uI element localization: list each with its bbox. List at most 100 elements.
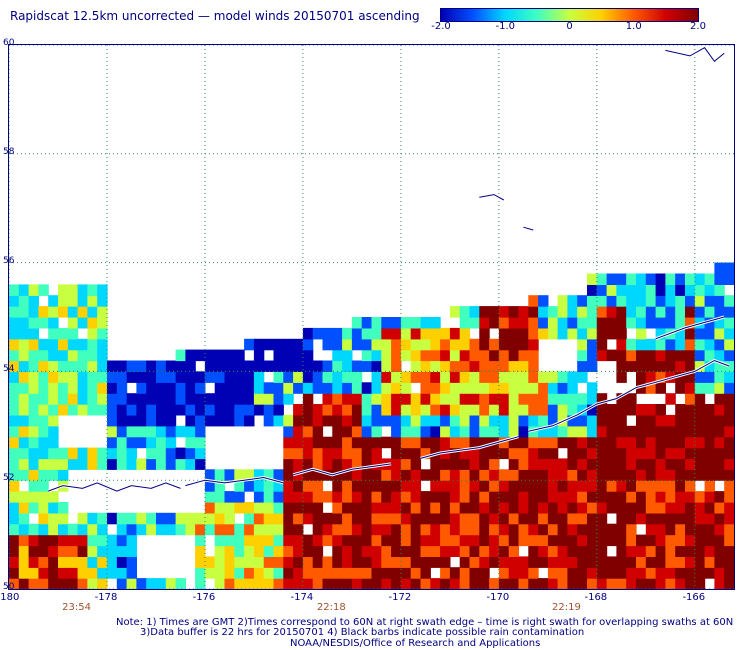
wind-difference-cell <box>557 469 568 481</box>
wind-difference-cell <box>587 382 598 394</box>
wind-difference-cell <box>694 502 706 514</box>
wind-difference-cell <box>626 458 637 470</box>
wind-difference-cell <box>596 425 608 438</box>
wind-difference-cell <box>538 327 549 340</box>
wind-difference-cell <box>185 436 196 449</box>
wind-difference-cell <box>204 480 216 492</box>
wind-difference-cell <box>685 349 696 362</box>
wind-difference-cell <box>38 447 49 460</box>
wind-difference-cell <box>626 567 637 579</box>
wind-difference-cell <box>77 545 88 557</box>
wind-difference-cell <box>67 458 79 470</box>
wind-difference-cell <box>606 502 617 514</box>
wind-difference-cell <box>97 327 108 340</box>
wind-difference-cell <box>77 382 88 394</box>
wind-difference-cell <box>714 360 725 372</box>
wind-difference-cell <box>28 480 39 492</box>
wind-difference-cell <box>420 414 431 427</box>
wind-difference-cell <box>596 327 608 340</box>
wind-difference-cell <box>449 393 461 405</box>
wind-difference-cell <box>107 382 118 394</box>
wind-difference-cell <box>302 578 314 589</box>
wind-difference-cell <box>400 545 412 557</box>
wind-difference-cell <box>479 425 490 438</box>
wind-difference-cell <box>626 447 637 460</box>
wind-difference-cell <box>322 360 333 372</box>
wind-difference-cell <box>508 534 520 547</box>
wind-difference-cell <box>440 327 451 340</box>
wind-difference-cell <box>587 273 598 285</box>
wind-difference-cell <box>430 491 441 503</box>
wind-difference-cell <box>547 447 559 460</box>
wind-difference-cell <box>675 295 686 307</box>
wind-difference-cell <box>273 349 284 362</box>
wind-difference-cell <box>38 502 49 514</box>
wind-difference-cell <box>253 534 265 547</box>
wind-difference-cell <box>685 295 696 307</box>
wind-difference-cell <box>312 534 324 547</box>
wind-difference-cell <box>116 545 128 557</box>
wind-difference-cell <box>675 414 686 427</box>
wind-difference-cell <box>293 360 304 372</box>
wind-difference-cell <box>577 317 588 329</box>
wind-difference-cell <box>195 425 206 438</box>
wind-difference-cell <box>449 523 461 536</box>
coastline <box>655 316 725 340</box>
wind-difference-cell <box>685 491 696 503</box>
wind-difference-cell <box>136 458 147 470</box>
wind-difference-cell <box>381 382 392 394</box>
wind-difference-cell <box>332 556 343 568</box>
wind-difference-cell <box>107 512 118 525</box>
wind-difference-cell <box>469 502 480 514</box>
wind-difference-cell <box>469 436 480 449</box>
wind-difference-cell <box>371 414 382 427</box>
wind-difference-cell <box>361 393 373 405</box>
wind-difference-cell <box>704 295 715 307</box>
wind-difference-cell <box>538 404 549 416</box>
wind-difference-cell <box>547 545 559 557</box>
wind-difference-cell <box>361 469 373 481</box>
wind-difference-cell <box>18 425 30 438</box>
wind-difference-cell <box>508 523 520 536</box>
wind-difference-cell <box>675 534 686 547</box>
wind-difference-cell <box>38 491 49 503</box>
wind-difference-cell <box>420 545 431 557</box>
wind-difference-cell <box>400 327 412 340</box>
wind-difference-cell <box>234 567 245 579</box>
wind-difference-cell <box>67 556 79 568</box>
wind-difference-cell <box>714 371 725 383</box>
wind-difference-cell <box>567 306 578 318</box>
wind-difference-cell <box>97 306 108 318</box>
map-plot-area <box>8 44 735 590</box>
wind-difference-cell <box>694 425 706 438</box>
wind-difference-cell <box>342 360 353 372</box>
wind-difference-cell <box>322 491 333 503</box>
wind-difference-cell <box>18 447 30 460</box>
wind-difference-cell <box>361 545 373 557</box>
wind-difference-cell <box>400 393 412 405</box>
wind-difference-cell <box>381 360 392 372</box>
wind-difference-cell <box>126 545 137 557</box>
wind-difference-cell <box>714 295 725 307</box>
wind-difference-cell <box>714 425 725 438</box>
wind-difference-cell <box>97 523 108 536</box>
wind-difference-cell <box>234 578 245 589</box>
wind-difference-cell <box>302 414 314 427</box>
wind-difference-cell <box>332 480 343 492</box>
wind-difference-cell <box>214 523 226 536</box>
wind-difference-cell <box>547 404 559 416</box>
wind-difference-cell <box>489 317 500 329</box>
wind-difference-cell <box>283 502 294 514</box>
wind-difference-cell <box>577 425 588 438</box>
wind-difference-cell <box>293 491 304 503</box>
wind-difference-cell <box>371 371 382 383</box>
wind-difference-cell <box>675 469 686 481</box>
wind-difference-cell <box>391 349 402 362</box>
wind-difference-cell <box>685 317 696 329</box>
wind-difference-cell <box>528 306 539 318</box>
wind-difference-cell <box>410 469 422 481</box>
wind-difference-cell <box>587 317 598 329</box>
wind-difference-cell <box>557 295 568 307</box>
wind-difference-cell <box>616 284 627 296</box>
wind-difference-cell <box>175 447 186 460</box>
